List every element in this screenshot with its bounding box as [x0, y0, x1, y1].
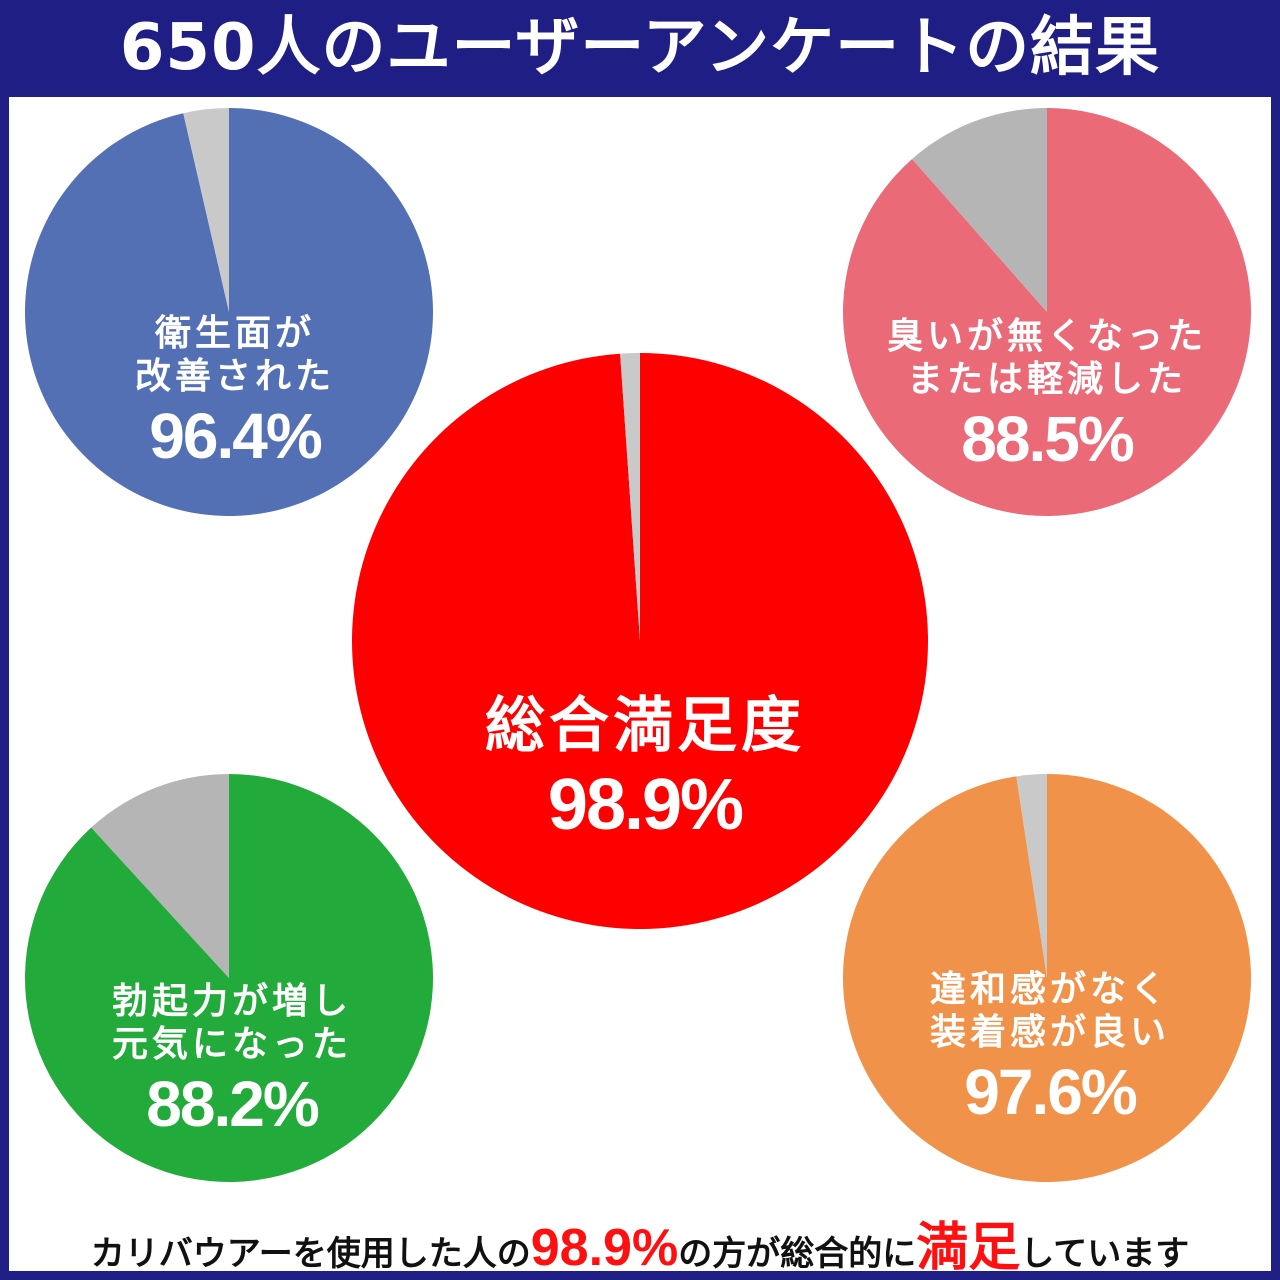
pie-slice-other	[912, 108, 1047, 312]
pie-label-odor: 臭いが無くなった または軽減した 88.5%	[887, 315, 1207, 478]
value-label: 88.2%	[146, 1068, 319, 1141]
page-title: 650人のユーザーアンケートの結果	[119, 11, 1161, 85]
pie-slice-other	[1016, 774, 1047, 978]
value-label: 97.6%	[964, 1056, 1137, 1129]
footer-highlight-satisfied: 満足	[916, 1219, 1021, 1277]
footer-highlight-percent: 98.9%	[530, 1219, 679, 1277]
footer-text: しています	[1020, 1234, 1190, 1274]
value-label: 98.9%	[547, 765, 744, 845]
value-label: 96.4%	[149, 400, 322, 473]
footer-text: の方が総合的に	[678, 1234, 917, 1274]
label-line: または軽減した	[906, 359, 1188, 401]
pie-slice-other	[620, 353, 640, 641]
label-line: 元気になった	[111, 1024, 353, 1066]
label-line: 違和感がなく	[929, 969, 1171, 1010]
pie-label-hygiene: 衛生面が 改善された 96.4%	[135, 312, 335, 475]
value-label: 88.5%	[961, 403, 1134, 476]
label-line: 改善された	[134, 356, 336, 398]
label-line: 衛生面が	[154, 313, 316, 354]
footer-text: カリバウアーを使用した人の	[90, 1234, 531, 1274]
label-line: 装着感が良い	[929, 1012, 1171, 1054]
pie-slice-satisfied	[843, 774, 1252, 1182]
pie-slice-other	[183, 108, 229, 312]
pie-slice-other	[91, 774, 229, 978]
pie-slice-satisfied	[24, 774, 433, 1183]
footer-summary: カリバウアーを使用した人の98.9%の方が総合的に満足しています	[0, 1205, 1280, 1280]
label-line: 勃起力が増し	[111, 981, 353, 1022]
pie-slice-satisfied	[352, 353, 929, 929]
label-line: 臭いが無くなった	[886, 316, 1208, 357]
label-line: 総合満足度	[485, 691, 805, 761]
pie-label-overall: 総合満足度 98.9%	[485, 690, 805, 848]
pie-label-erection: 勃起力が増し 元気になった 88.2%	[112, 980, 352, 1143]
pie-label-comfort: 違和感がなく 装着感が良い 97.6%	[930, 968, 1170, 1131]
